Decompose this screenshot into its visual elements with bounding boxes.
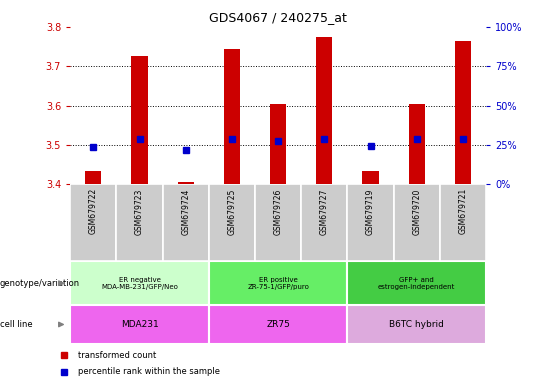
Text: GSM679720: GSM679720 (412, 188, 421, 235)
Bar (117, 184, 163, 261)
Bar (70, 184, 117, 261)
Text: MDA231: MDA231 (120, 320, 158, 329)
Bar (209, 261, 347, 305)
Bar (455, 41, 471, 184)
Text: GSM679723: GSM679723 (135, 188, 144, 235)
Text: ZR75: ZR75 (266, 320, 290, 329)
Text: cell line: cell line (0, 320, 32, 329)
Bar (362, 170, 379, 184)
Bar (347, 261, 486, 305)
Text: GFP+ and
estrogen-independent: GFP+ and estrogen-independent (378, 277, 455, 290)
Bar (178, 182, 194, 184)
Text: transformed count: transformed count (78, 351, 156, 360)
Title: GDS4067 / 240275_at: GDS4067 / 240275_at (209, 11, 347, 24)
Bar (347, 184, 394, 261)
Bar (316, 37, 333, 184)
Bar (85, 170, 102, 184)
Text: GSM679727: GSM679727 (320, 188, 329, 235)
Bar (301, 184, 347, 261)
Text: B6TC hybrid: B6TC hybrid (389, 320, 444, 329)
Bar (270, 104, 286, 184)
Bar (209, 184, 255, 261)
Bar (70, 305, 209, 344)
Text: GSM679725: GSM679725 (227, 188, 237, 235)
Text: GSM679719: GSM679719 (366, 188, 375, 235)
Bar (163, 184, 209, 261)
Bar (409, 104, 425, 184)
Text: ER positive
ZR-75-1/GFP/puro: ER positive ZR-75-1/GFP/puro (247, 277, 309, 290)
Text: GSM679726: GSM679726 (274, 188, 282, 235)
Bar (347, 305, 486, 344)
Text: genotype/variation: genotype/variation (0, 279, 80, 288)
Bar (131, 56, 147, 184)
Text: GSM679724: GSM679724 (181, 188, 190, 235)
Bar (394, 184, 440, 261)
Bar (440, 184, 486, 261)
Bar (209, 305, 347, 344)
Text: GSM679721: GSM679721 (458, 188, 468, 234)
Bar (70, 261, 209, 305)
Bar (224, 48, 240, 184)
Text: ER negative
MDA-MB-231/GFP/Neo: ER negative MDA-MB-231/GFP/Neo (101, 277, 178, 290)
Text: GSM679722: GSM679722 (89, 188, 98, 234)
Bar (255, 184, 301, 261)
Text: percentile rank within the sample: percentile rank within the sample (78, 367, 220, 376)
